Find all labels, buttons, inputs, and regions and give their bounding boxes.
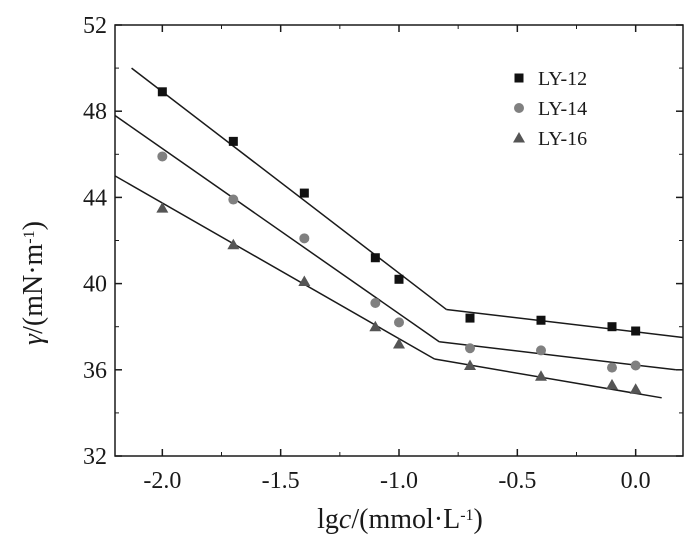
x-tick-label: -2.0 bbox=[143, 468, 181, 494]
x-axis-title: lgc/(mmol·L-1) bbox=[317, 504, 483, 535]
x-tick-label: 0.0 bbox=[621, 468, 651, 494]
data-point-ly-12 bbox=[465, 313, 475, 323]
plot-area bbox=[114, 24, 684, 457]
data-point-ly-12 bbox=[370, 253, 380, 263]
data-point-ly-12 bbox=[631, 326, 641, 336]
data-point-ly-12 bbox=[228, 136, 238, 146]
axis-ticks: -2.0 -1.5 -1.0 -0.5 0.0 32 36 40 44 48 52 bbox=[83, 13, 683, 494]
fit-line-ly-16 bbox=[114, 175, 435, 360]
fit-line-ly-12 bbox=[131, 67, 447, 311]
data-point-ly-12 bbox=[607, 322, 617, 332]
legend-marker-ly-12 bbox=[514, 73, 524, 83]
data-point-ly-16 bbox=[227, 238, 240, 250]
data-point-ly-16 bbox=[629, 383, 642, 394]
data-point-ly-14 bbox=[536, 345, 546, 356]
y-tick-label: 32 bbox=[83, 444, 107, 470]
data-points bbox=[156, 87, 642, 394]
plot-frame bbox=[114, 24, 684, 457]
data-point-ly-12 bbox=[394, 274, 404, 284]
data-point-ly-14 bbox=[157, 151, 168, 162]
y-axis-title: γ/(mN·m-1) bbox=[18, 221, 49, 345]
fit-line-ly-14 bbox=[114, 114, 440, 343]
data-point-ly-16 bbox=[393, 337, 405, 349]
data-point-ly-16 bbox=[369, 320, 382, 332]
data-point-ly-16 bbox=[535, 370, 547, 381]
data-point-ly-12 bbox=[157, 87, 167, 97]
fit-line-ly-12 bbox=[446, 308, 684, 339]
legend-marker-ly-16 bbox=[513, 132, 525, 143]
data-point-ly-14 bbox=[394, 317, 404, 328]
data-point-ly-14 bbox=[630, 360, 641, 371]
data-point-ly-14 bbox=[465, 343, 475, 354]
y-tick-label: 52 bbox=[83, 13, 107, 39]
y-tick-label: 48 bbox=[83, 99, 107, 125]
data-point-ly-12 bbox=[536, 315, 546, 325]
y-tick-label: 44 bbox=[83, 185, 107, 211]
legend-marker-ly-14 bbox=[514, 103, 524, 113]
y-tick-label: 40 bbox=[83, 272, 107, 298]
legend-label-ly-12: LY-12 bbox=[538, 68, 587, 90]
legend-label-ly-14: LY-14 bbox=[538, 98, 587, 120]
data-point-ly-16 bbox=[298, 275, 311, 286]
legend-label-ly-16: LY-16 bbox=[538, 128, 587, 150]
data-point-ly-14 bbox=[370, 297, 381, 308]
x-tick-label: -1.0 bbox=[380, 468, 418, 494]
data-point-ly-16 bbox=[464, 359, 476, 370]
data-point-ly-12 bbox=[299, 188, 309, 198]
y-tick-label: 36 bbox=[83, 358, 107, 384]
x-tick-label: -1.5 bbox=[262, 468, 300, 494]
data-point-ly-14 bbox=[228, 194, 239, 205]
data-point-ly-16 bbox=[156, 202, 169, 213]
legend: LY-12 LY-14 LY-16 bbox=[513, 68, 587, 150]
data-point-ly-14 bbox=[299, 233, 310, 244]
data-point-ly-14 bbox=[607, 362, 617, 373]
data-point-ly-16 bbox=[606, 378, 618, 390]
x-tick-label: -0.5 bbox=[498, 468, 536, 494]
